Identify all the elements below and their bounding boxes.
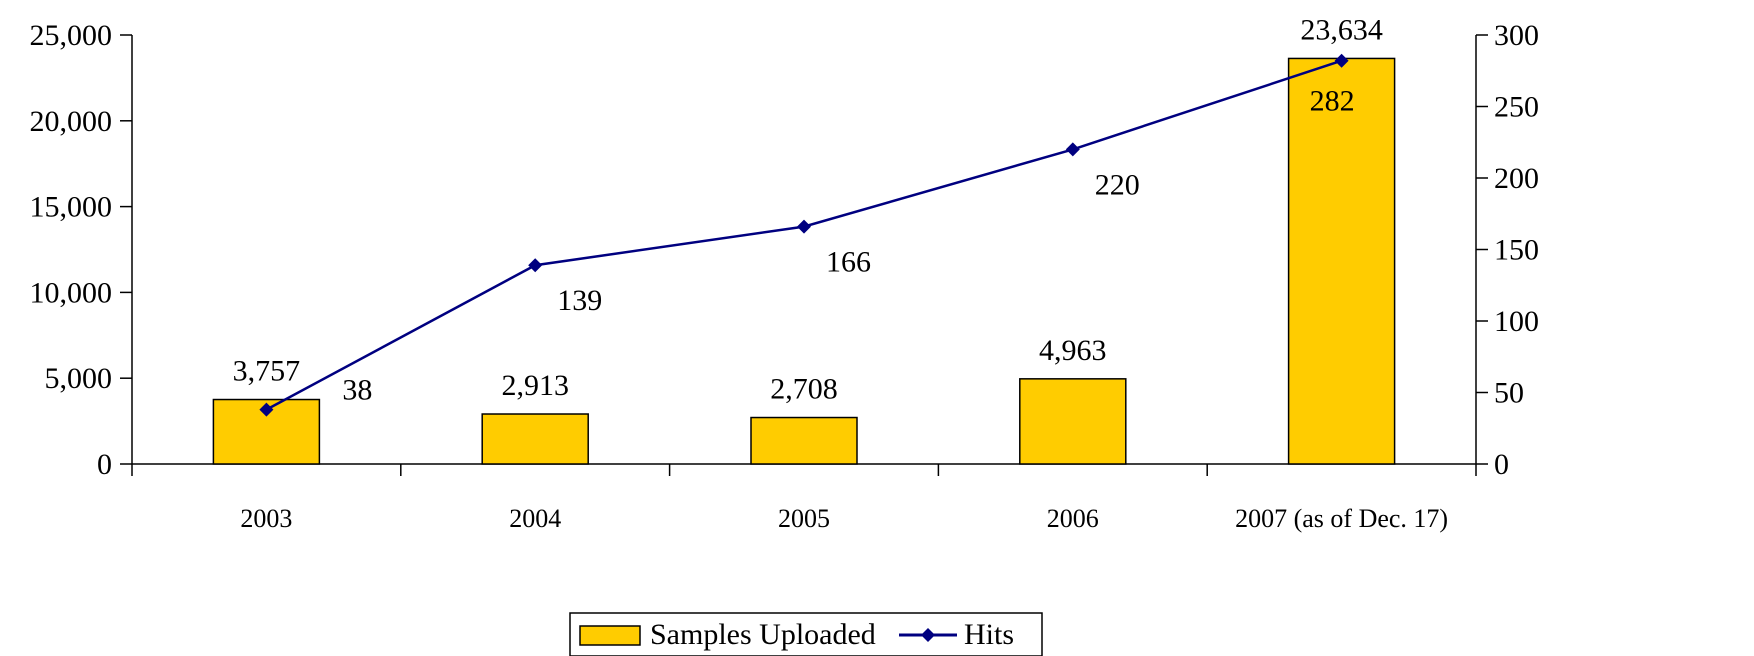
- y-right-tick-label: 200: [1494, 162, 1539, 195]
- y-right-tick-label: 150: [1494, 234, 1539, 267]
- y-left-tick-label: 5,000: [45, 362, 113, 395]
- y-right-tick-label: 300: [1494, 19, 1539, 52]
- plot-area: 0 5,000 10,000 15,000 20,000 25,000 0 50 100 150 2…: [30, 13, 1540, 533]
- legend: Samples Uploaded Hits: [569, 612, 1043, 656]
- bar-data-label: 2,913: [501, 369, 569, 402]
- legend-label-hits: Hits: [964, 618, 1014, 651]
- y-right-tick-label: 250: [1494, 91, 1539, 124]
- hits-data-label: 282: [1310, 85, 1355, 118]
- x-tick-label: 2005: [778, 504, 830, 533]
- hits-marker: [259, 402, 274, 417]
- x-tick-label: 2003: [240, 504, 292, 533]
- legend-box: [569, 612, 1043, 656]
- bar: [750, 416, 858, 465]
- hits-marker: [528, 258, 543, 273]
- y-left-tick-label: 0: [97, 448, 112, 481]
- x-tick-label: 2006: [1047, 504, 1099, 533]
- bar: [1287, 57, 1396, 465]
- hits-data-label: 166: [826, 246, 871, 279]
- bar: [481, 413, 589, 465]
- hits-line: [265, 59, 1342, 411]
- y-left-tick-label: 20,000: [30, 105, 113, 138]
- bar-data-label: 23,634: [1300, 13, 1383, 46]
- y-left-tick-label: 15,000: [30, 191, 113, 224]
- bar: [1019, 378, 1127, 465]
- hits-data-label: 139: [557, 284, 602, 317]
- y-right-tick-label: 50: [1494, 377, 1524, 410]
- legend-swatch-samples-uploaded: [579, 625, 641, 646]
- x-tick-label: 2004: [509, 504, 561, 533]
- hits-marker: [1065, 142, 1080, 157]
- hits-marker: [1334, 53, 1349, 68]
- bar-data-label: 2,708: [770, 373, 838, 406]
- hits-marker: [797, 219, 811, 234]
- x-tick-label: 2007 (as of Dec. 17): [1235, 504, 1448, 533]
- legend-swatch-hits-marker: [921, 628, 935, 642]
- bar-data-label: 4,963: [1039, 334, 1107, 367]
- y-left-tick-label: 10,000: [30, 276, 113, 309]
- hits-data-label: 38: [342, 374, 372, 407]
- y-right-tick-label: 0: [1494, 448, 1509, 481]
- y-right-tick-label: 100: [1494, 305, 1539, 338]
- legend-label-samples-uploaded: Samples Uploaded: [650, 618, 876, 651]
- y-left-tick-label: 25,000: [30, 19, 113, 52]
- bar-data-label: 3,757: [233, 355, 301, 388]
- hits-data-label: 220: [1095, 168, 1140, 201]
